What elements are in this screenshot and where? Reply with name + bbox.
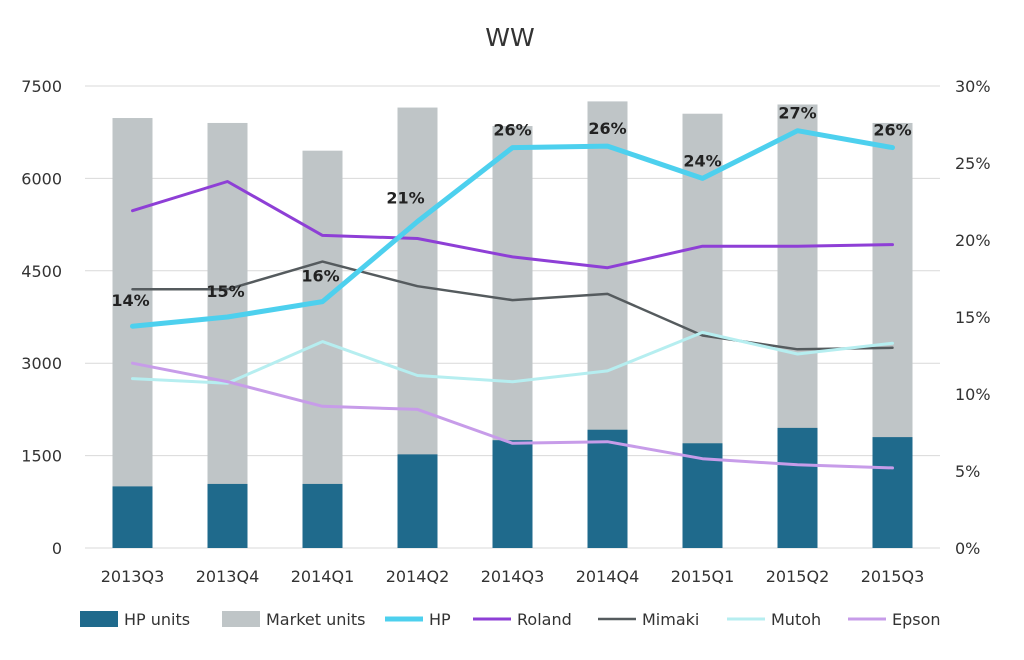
bar-market-units	[112, 118, 153, 549]
y-left-tick-label: 3000	[21, 354, 62, 373]
bar-hp-units	[492, 440, 533, 548]
y-right-tick-label: 10%	[955, 385, 991, 404]
data-label: 26%	[588, 119, 626, 138]
y-left-tick-label: 0	[52, 539, 62, 558]
legend-label: Market units	[266, 610, 365, 629]
bar-hp-units	[872, 437, 913, 548]
line-hp	[130, 128, 895, 329]
x-tick-label: 2014Q4	[576, 567, 640, 586]
bars	[112, 101, 913, 549]
y-right-tick-label: 15%	[955, 308, 991, 327]
legend-item: Mimaki	[598, 610, 699, 629]
legend-label: HP	[429, 610, 451, 629]
data-label: 16%	[301, 267, 339, 286]
legend-label: Mutoh	[771, 610, 821, 629]
legend: HP units Market units HP Roland Mimaki Mutoh E…	[80, 610, 941, 629]
line-mutoh	[131, 330, 894, 385]
x-tick-label: 2013Q3	[101, 567, 165, 586]
x-tick-label: 2015Q1	[671, 567, 735, 586]
x-tick-label: 2014Q1	[291, 567, 355, 586]
legend-item: Roland	[473, 610, 572, 629]
data-label: 24%	[683, 151, 721, 170]
bar-hp-units	[112, 486, 153, 548]
legend-label: Roland	[517, 610, 572, 629]
axes: 0 1500 3000 4500 6000 7500 0% 5% 10% 15% 20% 25% 30%…	[21, 77, 990, 586]
y-left-tick-label: 6000	[21, 169, 62, 188]
legend-item: HP	[385, 610, 451, 629]
line-epson	[131, 361, 894, 470]
bar-market-units	[302, 150, 343, 548]
legend-item: HP units	[80, 610, 190, 629]
bar-hp-units	[207, 483, 248, 548]
legend-label: Mimaki	[642, 610, 699, 629]
data-labels: 14% 15% 16% 21% 26% 26% 24% 27% 26%	[111, 104, 911, 311]
data-label: 26%	[493, 121, 531, 140]
x-tick-label: 2014Q3	[481, 567, 545, 586]
y-right-tick-label: 25%	[955, 154, 991, 173]
y-right-tick-label: 20%	[955, 231, 991, 250]
chart-title: WW	[485, 23, 534, 52]
legend-item: Epson	[848, 610, 941, 629]
data-label: 21%	[386, 189, 424, 208]
line-roland	[131, 180, 894, 270]
y-left-tick-label: 1500	[21, 447, 62, 466]
x-tick-label: 2015Q3	[861, 567, 925, 586]
bar-hp-units	[777, 427, 818, 548]
data-label: 14%	[111, 291, 149, 310]
y-left-tick-label: 7500	[21, 77, 62, 96]
y-right-tick-label: 5%	[955, 462, 980, 481]
x-tick-label: 2013Q4	[196, 567, 260, 586]
data-label: 15%	[206, 282, 244, 301]
legend-label: Epson	[892, 610, 941, 629]
legend-swatch	[222, 611, 260, 627]
line-mimaki	[131, 260, 894, 351]
bar-hp-units	[587, 429, 628, 548]
x-tick-label: 2014Q2	[386, 567, 450, 586]
legend-item: Mutoh	[727, 610, 821, 629]
x-tick-label: 2015Q2	[766, 567, 830, 586]
y-right-tick-label: 30%	[955, 77, 991, 96]
legend-item: Market units	[222, 610, 365, 629]
legend-swatch	[80, 611, 118, 627]
data-label: 26%	[873, 121, 911, 140]
y-left-tick-label: 4500	[21, 262, 62, 281]
lines	[130, 128, 895, 470]
y-right-tick-label: 0%	[955, 539, 980, 558]
bar-market-units	[207, 122, 248, 549]
data-label: 27%	[778, 104, 816, 123]
legend-label: HP units	[124, 610, 190, 629]
bar-hp-units	[397, 454, 438, 548]
bar-hp-units	[302, 483, 343, 548]
